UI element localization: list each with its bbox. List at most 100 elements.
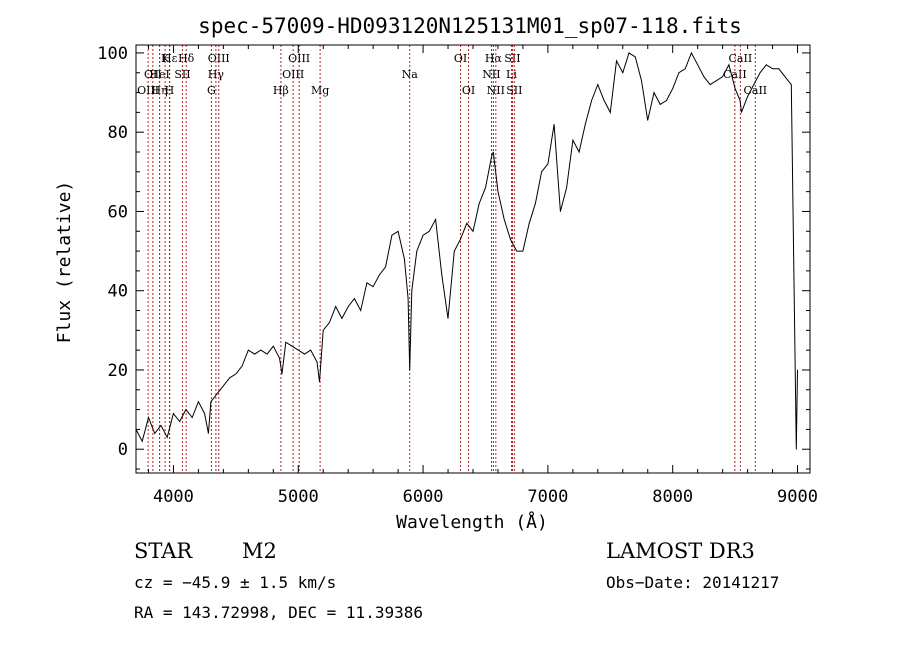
marker-label: OII bbox=[144, 68, 162, 81]
spectrum-point bbox=[691, 52, 692, 54]
marker-label: SII bbox=[174, 68, 190, 81]
spectrum-point bbox=[697, 64, 699, 66]
spectrum-point bbox=[603, 100, 605, 101]
spectrum-point bbox=[628, 52, 630, 54]
spectrum-point bbox=[666, 100, 667, 101]
spectrum-point bbox=[728, 64, 730, 66]
spectrum-point bbox=[391, 234, 393, 236]
spectrum-point bbox=[460, 238, 461, 240]
spectrum-point bbox=[503, 218, 505, 220]
spectrum-point bbox=[566, 187, 568, 189]
x-tick-label: 7000 bbox=[527, 487, 568, 507]
spectrum-point bbox=[616, 60, 617, 62]
spectrum-point bbox=[516, 250, 518, 252]
spectrum-point bbox=[173, 413, 174, 414]
spectrum-point bbox=[372, 286, 374, 288]
spectrum-point bbox=[584, 123, 586, 125]
spectrum-point bbox=[715, 80, 717, 82]
spectrum-point bbox=[739, 100, 741, 101]
spectrum-point bbox=[472, 230, 474, 232]
spectrum-point bbox=[553, 123, 555, 125]
marker-label: CaII bbox=[743, 84, 767, 97]
spectrum-point bbox=[659, 104, 661, 105]
marker-label: OIII bbox=[137, 84, 159, 97]
spectrum-point bbox=[647, 119, 649, 121]
spectrum-point bbox=[366, 282, 368, 284]
plot-frame bbox=[135, 44, 811, 474]
spectrum-point bbox=[322, 329, 324, 331]
marker-label: G bbox=[207, 84, 216, 97]
marker-label: K bbox=[161, 52, 170, 65]
spectrum-point bbox=[310, 349, 312, 351]
x-axis: 4000 5000 6000 7000 8000 9000 bbox=[147, 45, 818, 507]
marker-label: NII bbox=[482, 68, 500, 81]
spectrum-point bbox=[160, 425, 162, 426]
spectrum-series-line bbox=[135, 51, 798, 450]
spectrum-point bbox=[559, 211, 561, 212]
spectrum-point bbox=[185, 409, 187, 410]
spectrum-point bbox=[222, 385, 224, 387]
spectrum-point bbox=[535, 203, 536, 204]
marker-label: OI bbox=[454, 52, 467, 65]
spectrum-point bbox=[229, 377, 231, 379]
spectrum-point bbox=[285, 341, 287, 343]
spectrum-point bbox=[772, 68, 773, 70]
spectrum-point bbox=[191, 417, 193, 418]
spectrum-point bbox=[740, 111, 742, 113]
spectrum-point bbox=[541, 171, 543, 173]
spectrum-point bbox=[497, 191, 499, 193]
spectrum-point bbox=[703, 76, 705, 78]
spectrum-point bbox=[207, 432, 209, 434]
spectrum-point bbox=[522, 250, 524, 252]
spectrum-point bbox=[247, 349, 249, 351]
x-tick-label: 6000 bbox=[403, 487, 444, 507]
marker-label: OIII bbox=[282, 68, 304, 81]
spectrum-point bbox=[492, 151, 494, 153]
spectrum-point bbox=[485, 187, 486, 189]
spectrum-point bbox=[678, 72, 680, 74]
spectrum-point bbox=[759, 72, 761, 74]
spectrum-point bbox=[335, 306, 337, 307]
spectrum-point bbox=[572, 139, 574, 141]
spectrum-point bbox=[734, 88, 736, 89]
spectrum-point bbox=[297, 349, 299, 351]
spectrum-point bbox=[547, 163, 549, 165]
spectrum-point bbox=[684, 68, 686, 70]
spectrum-point bbox=[154, 432, 156, 434]
spectrum-point bbox=[578, 151, 580, 153]
spectrum-point bbox=[778, 68, 780, 70]
marker-label: OIII bbox=[288, 52, 310, 65]
x-tick-label: 4000 bbox=[153, 487, 194, 507]
observation-date: Obs−Date: 20141217 bbox=[606, 573, 780, 592]
spectrum-point bbox=[478, 203, 480, 204]
object-subclass: M2 bbox=[242, 539, 277, 563]
spectrum-point bbox=[341, 318, 343, 319]
spectrum-point bbox=[266, 353, 268, 355]
spectrum-point bbox=[279, 357, 280, 359]
survey-name: LAMOST DR3 bbox=[606, 539, 755, 563]
x-axis-label: Wavelength (Å) bbox=[396, 511, 548, 533]
spectrum-point bbox=[403, 258, 405, 260]
spectrum-point bbox=[491, 155, 493, 157]
spectrum-point bbox=[709, 84, 711, 86]
object-class: STAR bbox=[134, 539, 193, 563]
spectrum-point bbox=[622, 72, 624, 74]
spectrum-point bbox=[797, 369, 798, 371]
spectrum-point bbox=[753, 84, 755, 86]
spectrum-point bbox=[747, 96, 748, 97]
spectrum-point bbox=[795, 448, 797, 450]
plot-area bbox=[135, 51, 798, 450]
spectrum-point bbox=[254, 353, 255, 355]
spectrum-point bbox=[204, 413, 206, 414]
marker-label: NII bbox=[487, 84, 505, 97]
spectrum-point bbox=[409, 369, 411, 371]
spectrum-point bbox=[609, 111, 611, 113]
marker-label: SII bbox=[506, 84, 522, 97]
marker-label: OIII bbox=[208, 52, 230, 65]
spectrum-point bbox=[672, 88, 674, 89]
marker-label: Hβ bbox=[273, 84, 289, 97]
spectrum-point bbox=[784, 76, 786, 78]
spectrum-point bbox=[260, 349, 262, 351]
spectrum-point bbox=[790, 84, 792, 86]
spectrum-point bbox=[441, 274, 443, 276]
